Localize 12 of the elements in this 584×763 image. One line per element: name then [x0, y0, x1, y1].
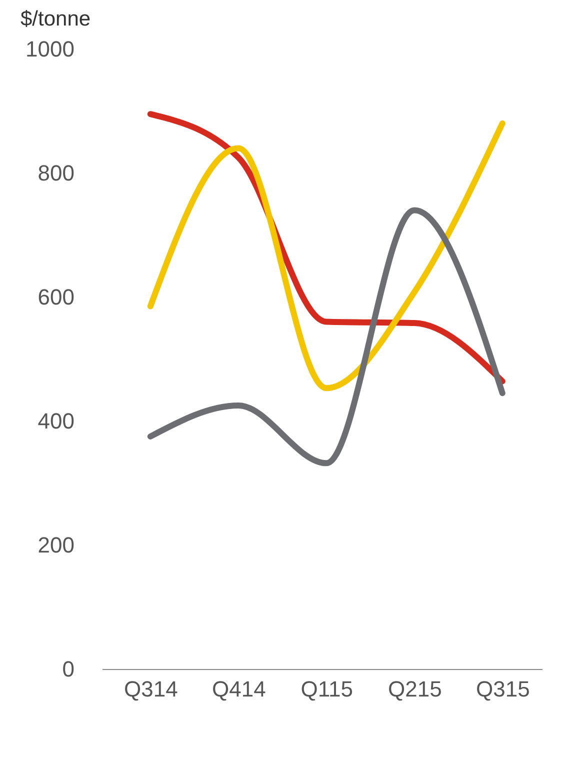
y-axis-title: $/tonne [20, 8, 91, 30]
x-tick-label: Q115 [300, 676, 353, 702]
x-tick-label: Q314 [124, 676, 178, 702]
y-tick-label: 200 [38, 532, 74, 558]
y-tick-label: 400 [38, 408, 74, 434]
y-tick-label: 600 [38, 284, 74, 310]
y-tick-label: 0 [62, 656, 74, 682]
x-tick-label: Q215 [388, 676, 442, 702]
x-tick-label: Q414 [212, 676, 266, 702]
y-tick-label: 800 [38, 160, 74, 186]
y-tick-label: 1000 [26, 36, 74, 62]
x-tick-label: Q315 [476, 676, 530, 702]
